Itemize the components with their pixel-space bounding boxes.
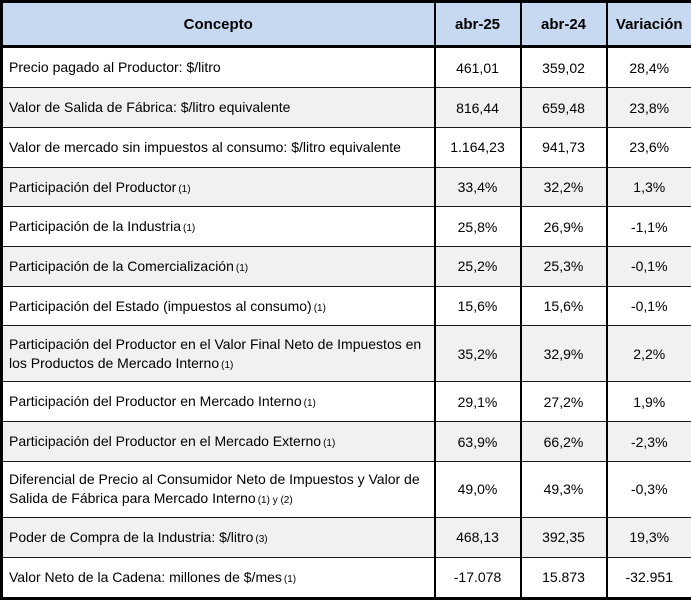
concepto-text: Valor Neto de la Cadena: millones de $/m… (9, 568, 282, 585)
concepto-text: Valor de Salida de Fábrica: $/litro equi… (9, 99, 291, 116)
cell-variacion: 23,8% (605, 87, 691, 128)
cell-abr25: 15,6% (433, 285, 522, 326)
concepto-text: Participación del Estado (impuestos al c… (9, 297, 312, 314)
table-row: Participación de la Comercialización (1) … (0, 246, 691, 287)
table-row: Participación del Productor en Mercado I… (0, 381, 691, 422)
cell-concepto: Participación de la Comercialización (1) (0, 246, 436, 287)
cell-abr24: 15.873 (519, 556, 608, 599)
cell-abr24: 66,2% (519, 421, 608, 462)
table-row: Valor Neto de la Cadena: millones de $/m… (0, 556, 691, 599)
table-row: Precio pagado al Productor: $/litro 461,… (0, 45, 691, 88)
cell-variacion: -0,1% (605, 285, 691, 326)
table-row: Participación del Estado (impuestos al c… (0, 285, 691, 326)
cell-concepto: Valor de mercado sin impuestos al consum… (0, 127, 436, 168)
table-row: Participación de la Industria (1) 25,8% 2… (0, 206, 691, 247)
cell-abr25: 25,8% (433, 206, 522, 247)
col-header-abr25: abr-25 (433, 0, 522, 48)
cell-abr24: 26,9% (519, 206, 608, 247)
table-row: Poder de Compra de la Industria: $/litro… (0, 516, 691, 558)
cell-variacion: -32.951 (605, 556, 691, 599)
footnote-marker: (1) (303, 398, 316, 410)
footnote-marker: (1) (283, 573, 297, 585)
cell-concepto: Valor Neto de la Cadena: millones de $/m… (0, 556, 436, 599)
footnote-marker: (1) (235, 263, 249, 274)
cell-concepto: Participación del Productor en el Mercad… (0, 421, 436, 462)
table-row: Valor de Salida de Fábrica: $/litro equi… (0, 87, 691, 128)
cell-variacion: -2,3% (605, 421, 691, 462)
concepto-text: Participación de la Comercialización (9, 258, 234, 274)
cell-variacion: 23,6% (605, 127, 691, 168)
col-header-abr24: abr-24 (519, 0, 608, 48)
concepto-text: Participación del Productor en el Valor … (9, 336, 422, 371)
cell-abr25: 461,01 (433, 45, 522, 88)
footnote-marker: (3) (255, 533, 268, 545)
cell-abr24: 941,73 (519, 127, 608, 168)
cell-abr25: 35,2% (433, 325, 522, 382)
cell-variacion: -0,3% (605, 460, 691, 518)
header-row: Concepto abr-25 abr-24 Variación (0, 0, 691, 48)
cell-abr25: 1.164,23 (433, 127, 522, 168)
cell-variacion: 2,2% (605, 325, 691, 382)
cell-abr25: 25,2% (433, 246, 522, 287)
cell-concepto: Participación de la Industria (1) (0, 206, 436, 247)
cell-concepto: Participación del Estado (impuestos al c… (0, 285, 436, 326)
table-row: Participación del Productor (1) 33,4% 32,… (0, 166, 691, 207)
footnote-marker: (1) (323, 438, 336, 450)
footnote-marker: (1) (313, 302, 326, 314)
cell-abr25: 29,1% (433, 381, 522, 422)
table-row: Participación del Productor en el Valor … (0, 325, 691, 382)
cell-variacion: 1,9% (605, 381, 691, 422)
cell-abr25: 63,9% (433, 421, 522, 462)
cell-variacion: -0,1% (605, 246, 691, 287)
concepto-text: Participación del Productor (9, 178, 177, 195)
cell-abr24: 359,02 (519, 45, 608, 88)
cell-variacion: 28,4% (605, 45, 691, 88)
cell-abr25: 49,0% (433, 460, 522, 518)
cell-concepto: Precio pagado al Productor: $/litro (0, 45, 436, 88)
cell-abr24: 27,2% (519, 381, 608, 422)
table-row: Participación del Productor en el Mercad… (0, 421, 691, 462)
cell-variacion: -1,1% (605, 206, 691, 247)
cell-abr25: 33,4% (433, 166, 522, 207)
cell-concepto: Diferencial de Precio al Consumidor Neto… (0, 460, 436, 518)
table-row: Diferencial de Precio al Consumidor Neto… (0, 460, 691, 518)
concepto-text: Participación del Productor en el Mercad… (9, 433, 322, 450)
concepto-text: Diferencial de Precio al Consumidor Neto… (9, 471, 420, 507)
col-header-variacion: Variación (605, 0, 691, 48)
cell-abr24: 659,48 (519, 87, 608, 128)
table-row: Valor de mercado sin impuestos al consum… (0, 127, 691, 168)
cell-abr25: 468,13 (433, 516, 522, 558)
cell-variacion: 19,3% (605, 516, 691, 558)
concepto-text: Poder de Compra de la Industria: $/litro (9, 528, 254, 545)
cell-abr24: 32,2% (519, 166, 608, 207)
cell-concepto: Participación del Productor en Mercado I… (0, 381, 436, 422)
concepto-text: Participación del Productor en Mercado I… (9, 393, 302, 410)
cell-abr25: 816,44 (433, 87, 522, 128)
footnote-marker: (1) (178, 183, 191, 195)
col-header-concepto: Concepto (0, 0, 436, 48)
cell-concepto: Poder de Compra de la Industria: $/litro… (0, 516, 436, 558)
cell-abr24: 49,3% (519, 460, 608, 518)
cell-abr24: 392,35 (519, 516, 608, 558)
concepto-text: Precio pagado al Productor: $/litro (9, 59, 221, 76)
cell-abr24: 32,9% (519, 325, 608, 382)
cell-abr25: -17.078 (433, 556, 522, 599)
cell-concepto: Valor de Salida de Fábrica: $/litro equi… (0, 87, 436, 128)
concepto-text: Valor de mercado sin impuestos al consum… (9, 138, 401, 155)
cell-variacion: 1,3% (605, 166, 691, 207)
footnote-marker: (1) (221, 359, 234, 371)
footnote-marker: (1) y (2) (257, 495, 293, 507)
cell-abr24: 25,3% (519, 246, 608, 287)
cell-concepto: Participación del Productor en el Valor … (0, 325, 436, 382)
footnote-marker: (1) (183, 223, 196, 235)
cell-concepto: Participación del Productor (1) (0, 166, 436, 207)
concepto-text: Participación de la Industria (9, 218, 181, 235)
cell-abr24: 15,6% (519, 285, 608, 326)
